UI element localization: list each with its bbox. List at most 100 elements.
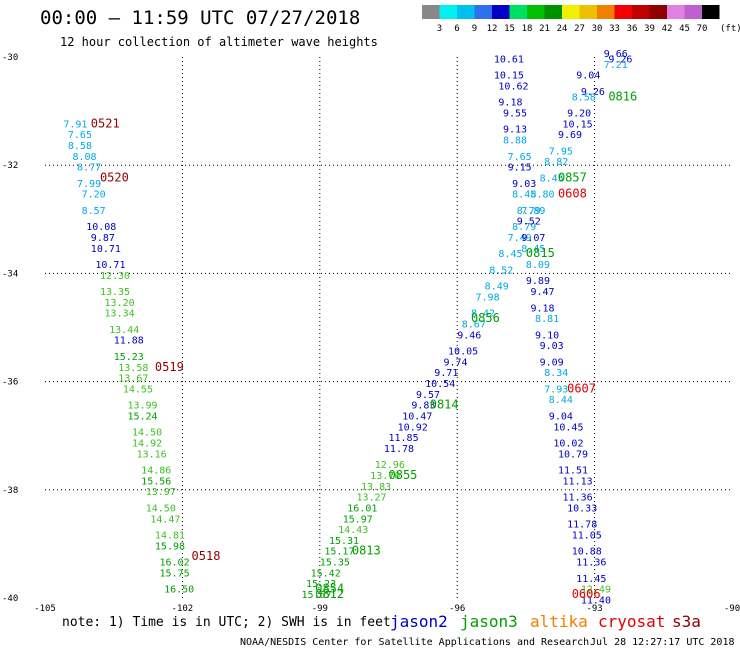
wave-height-s3a: 10.71 [95, 260, 125, 271]
wave-height-jason2: 9.55 [503, 109, 527, 120]
wave-height-jason3: 9.04 [576, 71, 600, 82]
color-scale-swatch [614, 5, 632, 19]
wave-height-s3a: 15.24 [127, 411, 157, 422]
wave-height-jason2: 8.81 [535, 314, 559, 325]
track-time-label: 0815 [526, 246, 555, 260]
wave-height-points: 7.917.658.588.088.777.997.208.5710.089.8… [63, 49, 632, 606]
wave-height-jason3: 14.43 [338, 525, 368, 536]
wave-height-jason3: 10.05 [448, 347, 478, 358]
wave-height-jason2: 11.45 [576, 574, 606, 585]
wave-height-jason2: 8.45 [512, 190, 536, 201]
wave-height-jason3: 7.49 [508, 233, 532, 244]
wave-height-s3a: 8.77 [77, 163, 101, 174]
color-scale-tick: 6 [454, 24, 459, 34]
color-scale-swatch [509, 5, 527, 19]
track-time-label: 0606 [572, 587, 601, 601]
wave-height-jason3: 16.01 [347, 503, 377, 514]
wave-height-jason2: 8.09 [526, 260, 550, 271]
wave-height-s3a: 7.20 [82, 190, 106, 201]
wave-height-jason3: 8.80 [530, 190, 554, 201]
wave-height-s3a: 15.75 [160, 568, 190, 579]
y-tick-label: -34 [2, 269, 18, 279]
wave-height-s3a: 7.65 [68, 130, 92, 141]
wave-height-jason3: 15.17 [324, 547, 354, 558]
wave-height-jason2: 11.13 [563, 476, 593, 487]
wave-height-jason3: 8.82 [544, 157, 568, 168]
color-scale-tick: 42 [662, 24, 673, 34]
plot-grid [45, 57, 732, 598]
track-time-labels: 0521 0520 0519 0518 0816 0857 0608 0815 0856 0607… [91, 89, 637, 601]
color-scale-tick: 30 [592, 24, 603, 34]
track-time-label: 0854 [315, 582, 344, 596]
wave-height-s3a: 14.81 [155, 530, 185, 541]
track-time-label: 0813 [352, 544, 381, 558]
wave-height-s3a: 13.97 [146, 487, 176, 498]
wave-height-s3a: 13.16 [137, 449, 167, 460]
wave-height-s3a: 13.99 [127, 401, 157, 412]
wave-height-s3a: 14.47 [150, 514, 180, 525]
wave-height-jason3: 8.49 [485, 282, 509, 293]
wave-height-jason3: 10.47 [402, 411, 432, 422]
wave-height-s3a: 8.57 [82, 206, 106, 217]
track-time-label: 0814 [430, 398, 459, 412]
wave-height-jason2: 10.15 [494, 71, 524, 82]
wave-height-jason3: 8.58 [572, 92, 596, 103]
wave-height-s3a: 13.35 [100, 287, 130, 298]
wave-height-jason2: 10.88 [572, 547, 602, 558]
color-scale-tick: 39 [644, 24, 655, 34]
legend-cryosat: cryosat [598, 612, 665, 631]
wave-height-jason3: 15.23 [306, 579, 336, 590]
color-scale-swatch [474, 5, 492, 19]
color-scale-swatch [684, 5, 702, 19]
legend-jason2: jason2 [390, 612, 448, 631]
wave-height-jason3: 12.96 [375, 460, 405, 471]
wave-height-jason2: 8.88 [503, 136, 527, 147]
wave-height-jason2: 10.02 [553, 439, 583, 450]
y-tick-label: -38 [2, 486, 18, 496]
color-scale-tick: 12 [487, 24, 498, 34]
color-scale-tick: 27 [574, 24, 585, 34]
wave-height-jason2: 10.33 [567, 503, 597, 514]
wave-height-s3a: 9.87 [91, 233, 115, 244]
legend-altika: altika [530, 612, 588, 631]
wave-height-s3a: 14.50 [132, 428, 162, 439]
color-scale-swatch [457, 5, 475, 19]
wave-height-jason2: 8.79 [517, 206, 541, 217]
wave-height-jason2: 9.13 [503, 125, 527, 136]
color-scale-swatch [702, 5, 720, 19]
wave-height-jason3: 8.42 [471, 309, 495, 320]
wave-height-jason3: 10.15 [563, 119, 593, 130]
wave-height-jason3: 8.67 [462, 320, 486, 331]
wave-height-jason3: 15.35 [320, 558, 350, 569]
wave-height-jason3: 9.57 [416, 390, 440, 401]
track-time-label: 0607 [567, 381, 596, 395]
satellite-legend: jason2 jason3 altika cryosat s3a [390, 612, 701, 631]
wave-height-jason3: 9.20 [567, 109, 591, 120]
color-scale-tick: 15 [504, 24, 515, 34]
y-tick-label: -32 [2, 161, 18, 171]
wave-height-jason3: 11.78 [384, 444, 414, 455]
wave-height-s3a: 13.20 [105, 298, 135, 309]
wave-height-s3a: 14.55 [123, 384, 153, 395]
wave-height-jason3: 15.67 [301, 590, 331, 601]
wave-height-jason3: 8.45 [540, 173, 564, 184]
wave-height-s3a: 13.67 [118, 374, 148, 385]
footer-note: note: 1) Time is in UTC; 2) SWH is in fe… [62, 615, 391, 630]
wave-height-jason2: 7.93 [544, 384, 568, 395]
wave-height-jason2: 9.03 [540, 341, 564, 352]
wave-height-jason2: 9.47 [530, 287, 554, 298]
wave-height-jason2: 12.49 [581, 585, 611, 596]
wave-height-jason2: 9.09 [540, 357, 564, 368]
wave-height-jason3: 9.74 [443, 357, 467, 368]
x-tick-label: -99 [312, 604, 328, 614]
track-time-label: 0855 [389, 468, 418, 482]
wave-height-s3a: 7.99 [77, 179, 101, 190]
y-tick-label: -36 [2, 378, 18, 388]
wave-height-jason3: 10.92 [398, 422, 428, 433]
wave-height-s3a: 15.98 [155, 541, 185, 552]
wave-height-jason3: 13.83 [361, 482, 391, 493]
wave-height-s3a: 8.58 [68, 141, 92, 152]
wave-height-jason2: 9.03 [512, 179, 536, 190]
wave-height-jason2: 11.36 [576, 558, 606, 569]
